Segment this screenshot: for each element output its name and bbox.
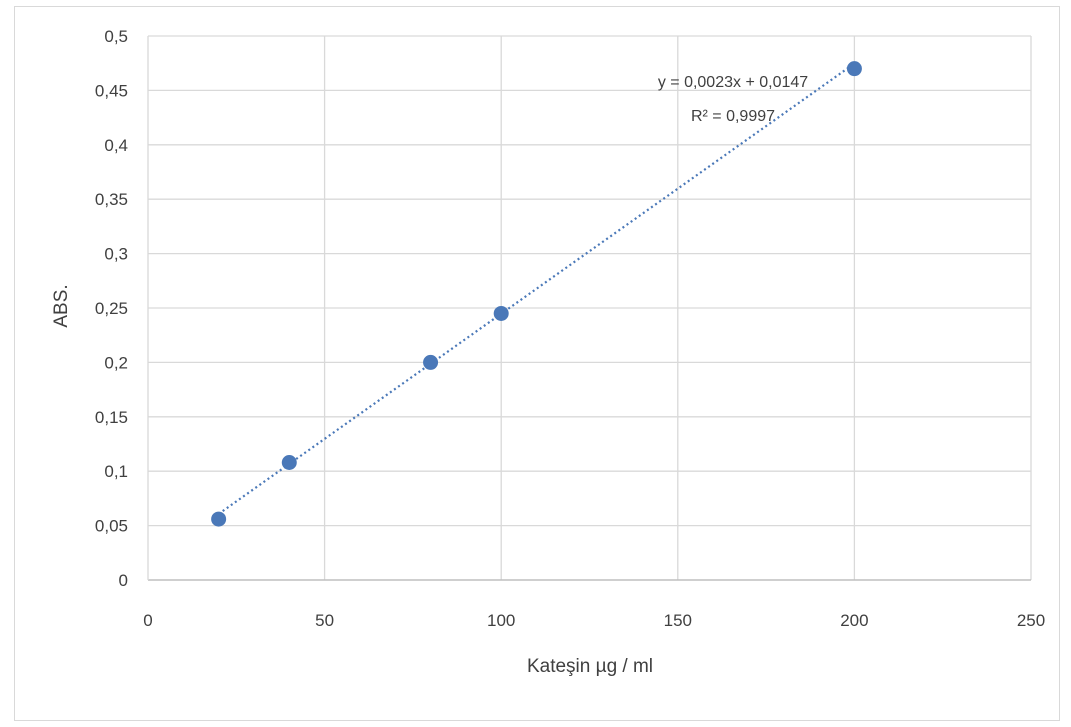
data-point <box>281 454 297 470</box>
x-tick-label: 100 <box>487 611 515 630</box>
y-tick-label: 0 <box>119 571 128 590</box>
y-tick-label: 0,25 <box>95 299 128 318</box>
y-tick-label: 0,1 <box>104 462 128 481</box>
x-tick-label: 50 <box>315 611 334 630</box>
y-axis-tick-labels: 0 0,05 0,1 0,15 0,2 0,25 0,3 0,35 0,4 0,45 0,5 <box>95 27 128 590</box>
trendline-layer <box>218 62 856 515</box>
y-tick-label: 0,3 <box>104 245 128 264</box>
y-tick-label: 0,15 <box>95 408 128 427</box>
r-squared-label: R² = 0,9997 <box>691 108 775 125</box>
data-point <box>423 354 439 370</box>
y-axis-title: ABS. <box>51 284 72 327</box>
trendline-equation: y = 0,0023x + 0,0147 <box>658 74 808 91</box>
data-point <box>493 305 509 321</box>
y-tick-label: 0,2 <box>104 353 128 372</box>
x-tick-label: 0 <box>143 611 152 630</box>
data-point <box>846 61 862 77</box>
y-tick-label: 0,35 <box>95 190 128 209</box>
gridlines <box>148 35 1032 580</box>
chart-frame <box>14 6 1060 721</box>
x-tick-label: 150 <box>664 611 692 630</box>
data-points <box>211 61 862 527</box>
x-axis-tick-labels: 0 50 100 150 200 250 <box>143 611 1045 630</box>
y-tick-label: 0,4 <box>104 136 128 155</box>
y-tick-label: 0,5 <box>104 27 128 46</box>
trendline <box>218 62 856 515</box>
data-point <box>211 511 227 527</box>
y-tick-label: 0,05 <box>95 517 128 536</box>
y-tick-label: 0,45 <box>95 81 128 100</box>
axes <box>147 36 1031 581</box>
x-axis-title: Kateşin µg / ml <box>527 656 653 677</box>
x-tick-label: 250 <box>1017 611 1045 630</box>
x-tick-label: 200 <box>840 611 868 630</box>
